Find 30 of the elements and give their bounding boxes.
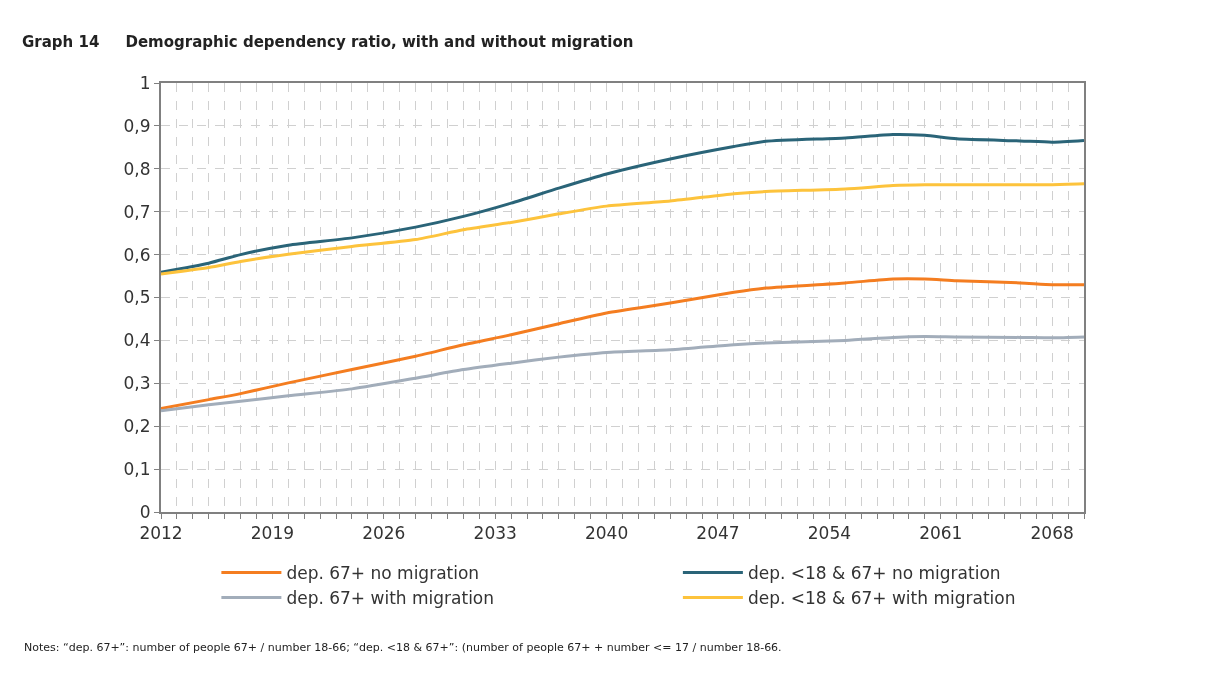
line-series <box>161 132 1084 274</box>
y-tick-label: 0,5 <box>123 287 151 308</box>
x-tick-label: 2047 <box>696 523 740 544</box>
legend-label: dep. <18 & 67+ with migration <box>747 588 1016 609</box>
x-tick-label: 2033 <box>473 523 517 544</box>
y-tick-label: 0,6 <box>123 244 151 265</box>
line-series <box>161 182 1084 276</box>
x-tick-label: 2026 <box>362 523 406 544</box>
y-tick-label: 1 <box>139 72 151 93</box>
text: Notes: “dep. 67+”: number of people 67+ / number 18-66; “dep. <18 & 67+”: (number of people 67+ + number <= 17 / number 18-66. <box>24 641 782 654</box>
y-tick-label: 0,8 <box>123 158 151 179</box>
y-tick-label: 0,7 <box>123 201 151 222</box>
x-tick-label: 2040 <box>584 523 629 544</box>
chart-title: Graph 14 Demographic dependency ratio, with and without migration <box>22 33 634 52</box>
line-series <box>161 277 1084 411</box>
x-tick-label: 2019 <box>250 523 295 544</box>
x-tick-label: 2061 <box>919 523 963 544</box>
line-series <box>161 335 1084 413</box>
legend-label: dep. 67+ with migration <box>286 588 495 609</box>
y-tick-label: 0,1 <box>123 459 151 480</box>
y-tick-label: 0 <box>139 501 151 522</box>
legend-label: dep. 67+ no migration <box>286 563 480 584</box>
x-tick-label: 2054 <box>807 523 852 544</box>
x-tick-label: 2068 <box>1030 523 1074 544</box>
y-tick-label: 0,3 <box>123 373 151 394</box>
y-tick-label: 0,2 <box>123 416 151 437</box>
y-tick-label: 0,4 <box>123 330 151 351</box>
legend-label: dep. <18 & 67+ no migration <box>747 563 1001 584</box>
x-tick-label: 2012 <box>139 523 183 544</box>
y-tick-label: 0,9 <box>123 115 151 136</box>
